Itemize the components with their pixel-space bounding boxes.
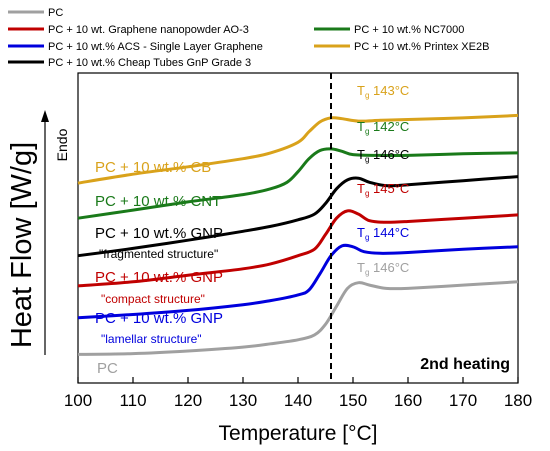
x-tick-label: 120 — [174, 391, 202, 410]
series-label-nc7000: PC + 10 wt.% CNT — [95, 193, 221, 210]
legend-label-acs: PC + 10 wt.% ACS - Single Layer Graphene — [48, 41, 263, 53]
tg-annotation-gnp3: Tg 146°C — [357, 147, 409, 164]
y-axis-title: Heat Flow [W/g] — [6, 142, 38, 348]
x-tick-label: 100 — [64, 391, 92, 410]
x-tick-label: 140 — [284, 391, 312, 410]
x-tick-label: 110 — [119, 391, 146, 410]
tg-annotation-pc: Tg 146°C — [357, 260, 409, 277]
tg-annotation-acs: Tg 145°C — [357, 181, 409, 198]
series-line-gnp3 — [77, 175, 519, 258]
series-group — [77, 113, 519, 356]
x-tick-label: 150 — [339, 391, 367, 410]
tg-annotation-ao3: Tg 144°C — [357, 225, 409, 242]
series-sublabel-ao3: "lamellar structure" — [101, 332, 202, 346]
x-axis-title: Temperature [°C] — [219, 422, 378, 445]
series-label-acs: PC + 10 wt.% GNP — [95, 269, 223, 286]
x-tick-label: 180 — [504, 391, 532, 410]
x-axis-ticks: 100 110 120 130 140 150 160 170 180 — [64, 377, 532, 410]
series-line-xe2b — [77, 113, 519, 185]
tg-annotation-xe2b: Tg 143°C — [357, 83, 409, 100]
legend-label-xe2b: PC + 10 wt.% Printex XE2B — [354, 41, 489, 53]
tg-annotation-nc7000: Tg 142°C — [357, 119, 409, 136]
series-line-ao3 — [77, 243, 519, 320]
legend: PC PC + 10 wt. Graphene nanopowder AO-3 … — [8, 7, 489, 69]
x-tick-label: 170 — [449, 391, 477, 410]
legend-label-gnp3: PC + 10 wt.% Cheap Tubes GnP Grade 3 — [48, 57, 251, 69]
series-label-xe2b: PC + 10 wt.% CB — [95, 159, 211, 176]
endo-label: Endo — [54, 128, 70, 161]
series-label-ao3: PC + 10 wt.% GNP — [95, 310, 223, 327]
series-label-pc: PC — [97, 360, 118, 377]
legend-label-pc: PC — [48, 7, 63, 19]
series-line-nc7000 — [77, 147, 519, 220]
heating-annotation: 2nd heating — [420, 356, 510, 373]
series-sublabel-gnp3: "fragmented structure" — [99, 247, 218, 261]
x-tick-label: 160 — [394, 391, 422, 410]
legend-label-ao3: PC + 10 wt. Graphene nanopowder AO-3 — [48, 24, 249, 36]
series-sublabel-acs: "compact structure" — [101, 292, 205, 306]
x-tick-label: 130 — [229, 391, 257, 410]
endo-arrow-head — [41, 110, 49, 122]
legend-label-nc7000: PC + 10 wt.% NC7000 — [354, 24, 464, 36]
series-label-gnp3: PC + 10 wt.% GNP — [95, 225, 223, 242]
